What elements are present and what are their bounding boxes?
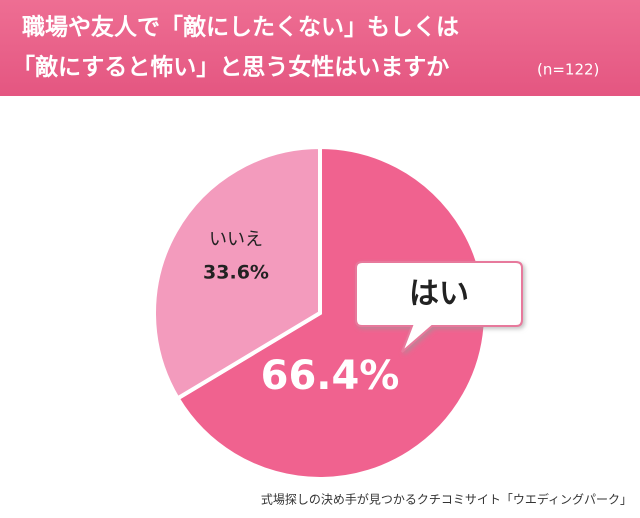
- chart-title: 「敵にすると怖い」と思う女性はいますか: [12, 54, 449, 81]
- pie-slice: [152, 144, 322, 402]
- pie: [152, 144, 488, 481]
- header-band: [0, 0, 640, 96]
- category-label: はい: [409, 277, 469, 312]
- category-label: いいえ: [209, 229, 263, 250]
- speech-bubble: [355, 261, 523, 353]
- bubble-shape: [355, 261, 523, 353]
- value-label: 33.6%: [203, 262, 269, 284]
- chart-title: 職場や友人で「敵にしたくない」もしくは: [22, 14, 459, 41]
- sample-note: (n=122): [537, 61, 599, 79]
- pie-slice: [174, 144, 488, 481]
- value-label: 66.4%: [261, 353, 400, 399]
- source: 式場探しの決め手が見つかるクチコミサイト「ウエディングパーク」: [261, 492, 632, 507]
